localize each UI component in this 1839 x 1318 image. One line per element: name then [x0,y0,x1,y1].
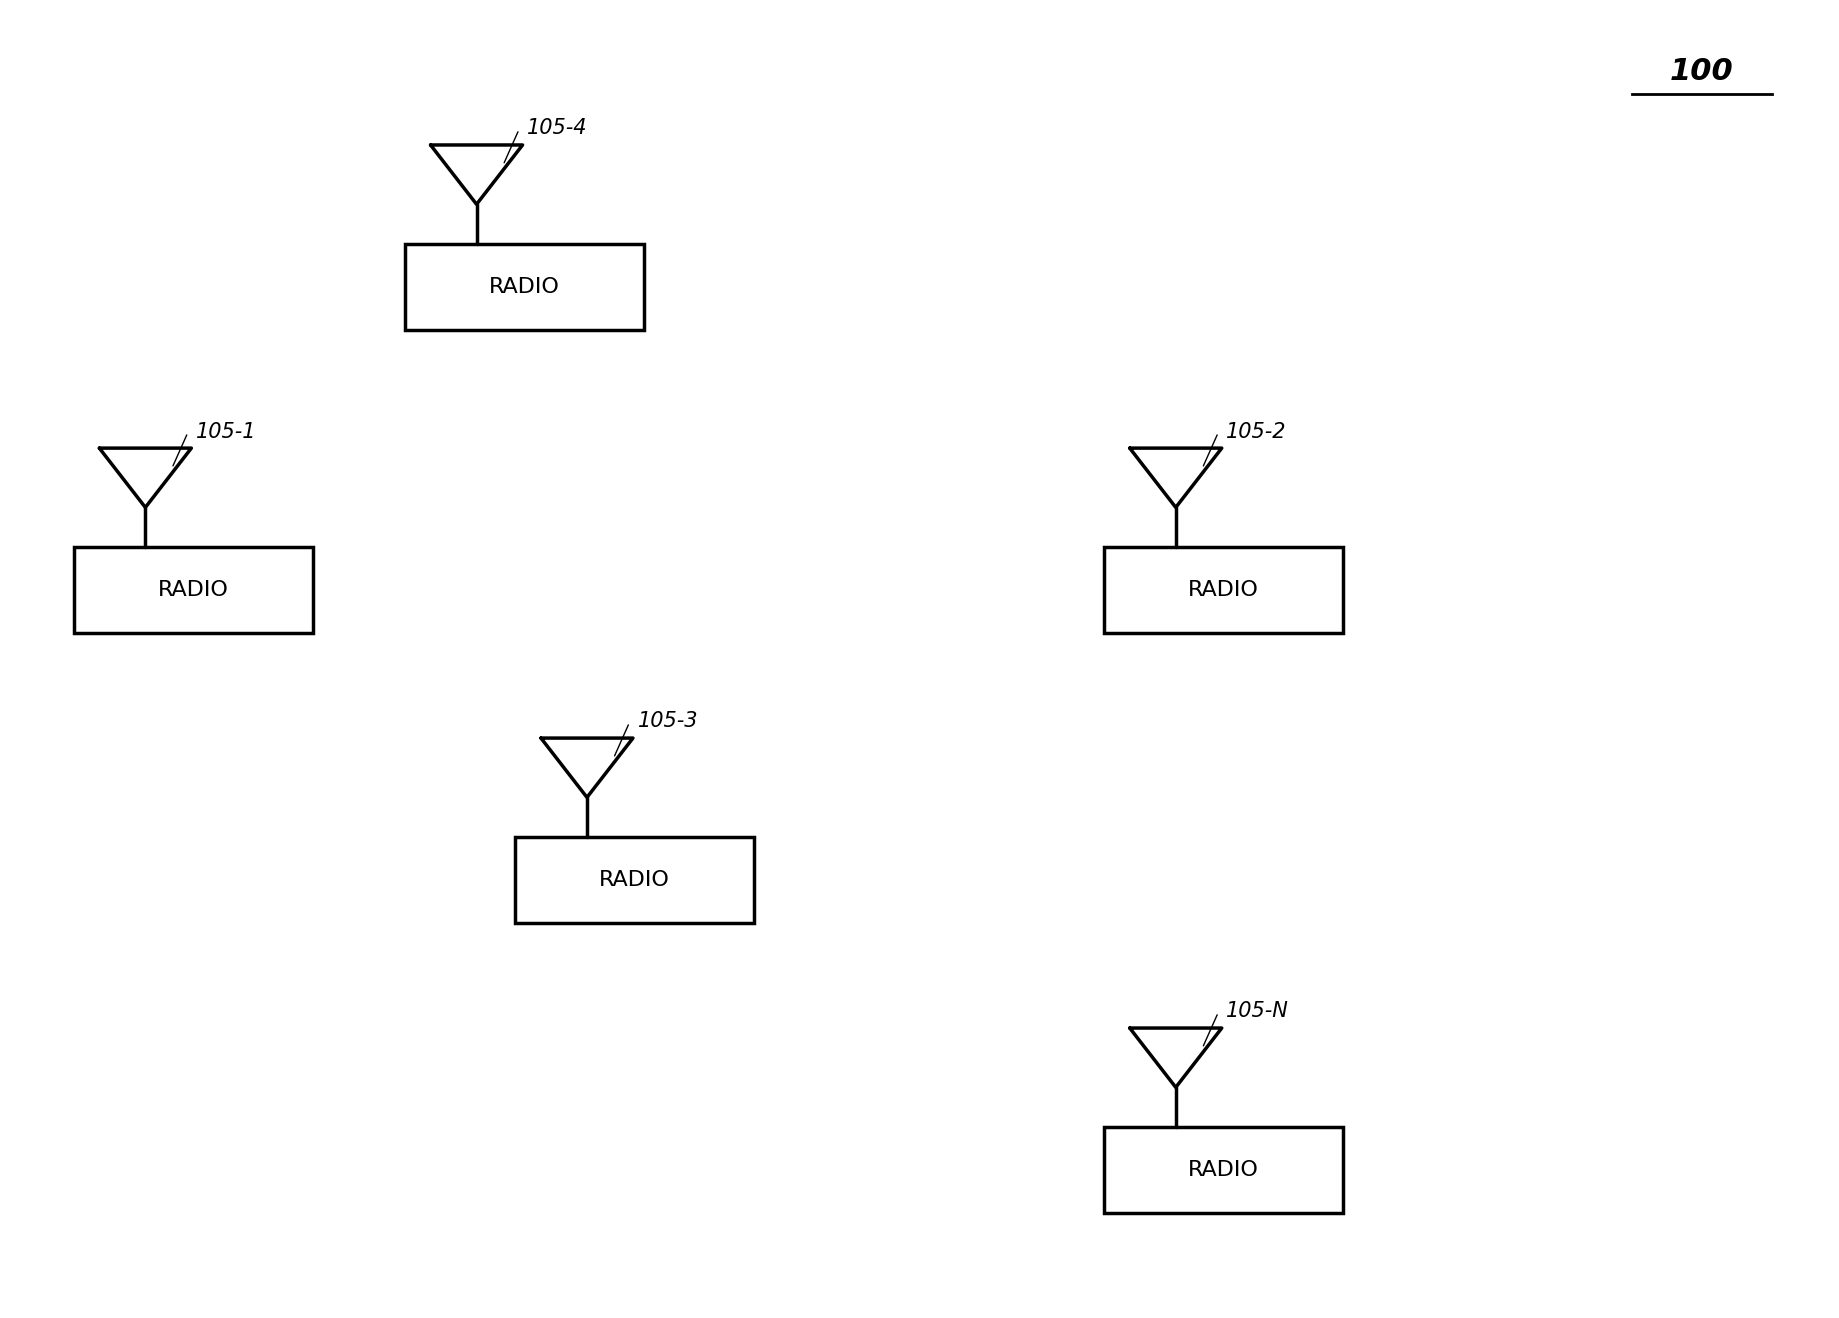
Text: 100: 100 [1670,57,1732,86]
Text: RADIO: RADIO [489,277,559,297]
Bar [515,837,754,923]
Bar [1103,547,1342,633]
Text: 105-3: 105-3 [638,712,697,731]
Text: RADIO: RADIO [158,580,228,600]
Text: 105-2: 105-2 [1227,422,1285,442]
Text: 105-1: 105-1 [197,422,256,442]
Text: RADIO: RADIO [1188,1160,1258,1180]
Bar [1103,1127,1342,1213]
Bar [405,244,644,330]
Text: RADIO: RADIO [600,870,669,890]
Text: 105-4: 105-4 [528,119,587,138]
Text: 105-N: 105-N [1227,1002,1289,1021]
Bar [74,547,313,633]
Text: RADIO: RADIO [1188,580,1258,600]
